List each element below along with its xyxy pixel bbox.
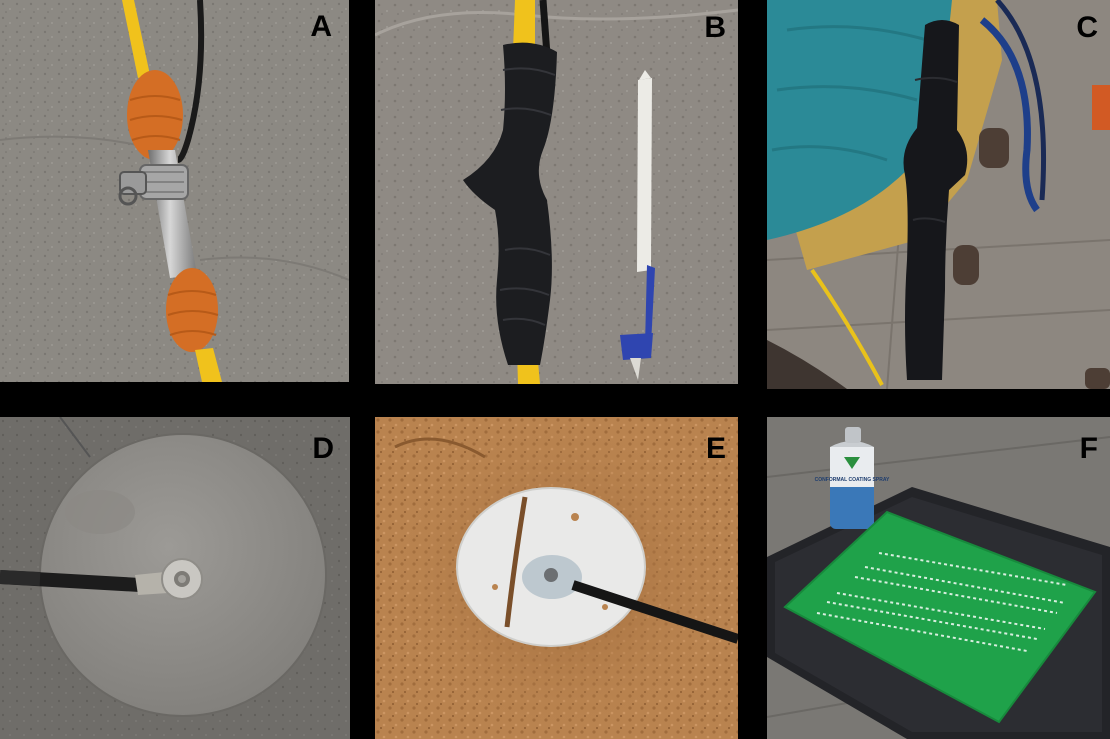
panel-label-c: C <box>1076 11 1098 44</box>
panel-label-d: D <box>312 432 334 465</box>
panel-label-f: F <box>1079 432 1098 465</box>
panel-d-photo: D <box>0 417 350 739</box>
panel-e-image <box>375 417 738 739</box>
panel-e-photo: E <box>375 417 738 739</box>
panel-b-image <box>375 0 738 384</box>
panel-a-photo: A <box>0 0 349 382</box>
panel-d-image <box>0 417 350 739</box>
panel-label-b: B <box>704 11 726 44</box>
spray-can-label: CONFORMAL COATING SPRAY <box>815 477 890 483</box>
panel-a-image <box>0 0 349 382</box>
panel-c-photo: C <box>767 0 1110 389</box>
panel-b-photo: B <box>375 0 738 384</box>
panel-f-image: CONFORMAL COATING SPRAY <box>767 417 1110 739</box>
panel-c-image <box>767 0 1110 389</box>
panel-f-photo: CONFORMAL COATING SPRAY F <box>767 417 1110 739</box>
panel-label-e: E <box>705 432 726 465</box>
panel-label-a: A <box>310 10 332 43</box>
